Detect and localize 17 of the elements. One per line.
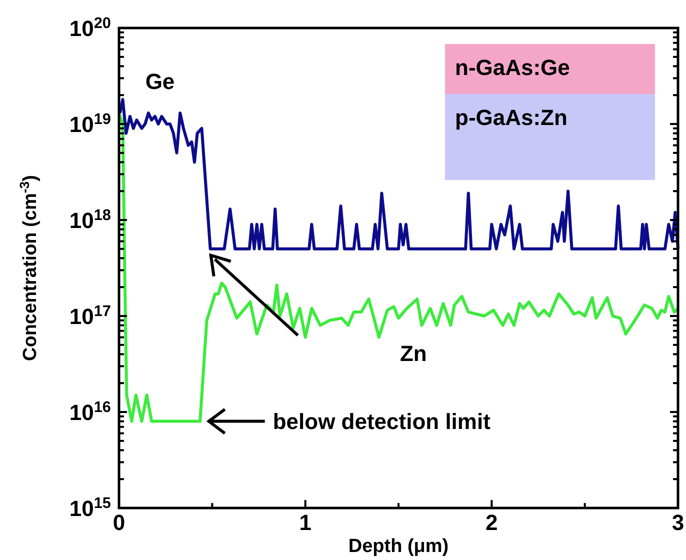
line-series <box>118 98 680 250</box>
y-tick-label: 10$^{17}$ <box>69 302 111 329</box>
x-tick-label: 1 <box>299 510 312 535</box>
x-axis-title: Depth (μm) <box>348 536 449 557</box>
y-tick-label: 10$^{19}$ <box>69 110 111 137</box>
annotation: n-GaAs:Ge <box>455 54 570 80</box>
y-tick-label: 10$^{20}$ <box>69 14 111 41</box>
annotation: below detection limit <box>272 409 492 434</box>
series-label: Ge <box>145 68 175 94</box>
y-tick-label: 10$^{16}$ <box>69 398 111 425</box>
x-tick-label: 3 <box>672 510 684 535</box>
x-tick-label: 0 <box>112 510 126 535</box>
x-tick-label: 2 <box>486 510 498 535</box>
series-label: Zn <box>400 341 427 366</box>
y-tick-label: 10$^{15}$ <box>69 494 112 521</box>
annotation: p-GaAs:Zn <box>455 104 568 130</box>
y-tick-label: 10$^{18}$ <box>69 206 112 233</box>
